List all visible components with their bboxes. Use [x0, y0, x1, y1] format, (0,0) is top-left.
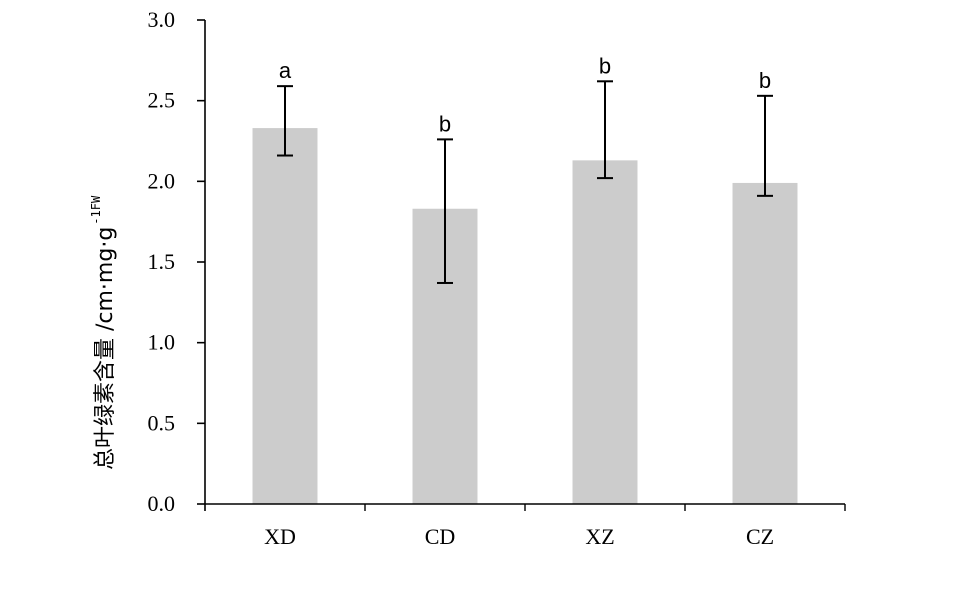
y-axis-label-superscript: -1FW [89, 195, 103, 225]
significance-labels-group: a b b b [279, 53, 771, 136]
x-tick-label: CZ [746, 524, 774, 549]
y-ticks-group: 0.0 0.5 1.0 1.5 2.0 2.5 3.0 [148, 7, 205, 516]
error-bars-group [277, 80, 773, 284]
bar [572, 160, 638, 505]
bars-group [252, 128, 798, 505]
y-axis-label-group: 总叶绿素含量 /cm·mg·g -1FW [89, 195, 118, 470]
significance-label: b [599, 53, 611, 78]
x-tick-label: XZ [585, 524, 614, 549]
x-tick-label: XD [264, 524, 296, 549]
bar [252, 128, 318, 505]
x-tick-label: CD [425, 524, 456, 549]
y-tick-label: 0.0 [148, 491, 176, 516]
y-axis-label: 总叶绿素含量 /cm·mg·g -1FW [89, 195, 118, 470]
significance-label: b [439, 111, 451, 136]
y-tick-label: 0.5 [148, 410, 176, 435]
y-tick-label: 1.0 [148, 330, 176, 355]
significance-label: b [759, 68, 771, 93]
y-tick-label: 3.0 [148, 7, 176, 32]
y-axis-label-main: 总叶绿素含量 /cm·mg·g [93, 227, 118, 470]
bar [732, 182, 798, 505]
significance-label: a [279, 58, 292, 83]
y-tick-label: 1.5 [148, 249, 176, 274]
x-ticks-group: XD CD XZ CZ [264, 504, 846, 549]
y-tick-label: 2.0 [148, 168, 176, 193]
y-tick-label: 2.5 [148, 88, 176, 113]
